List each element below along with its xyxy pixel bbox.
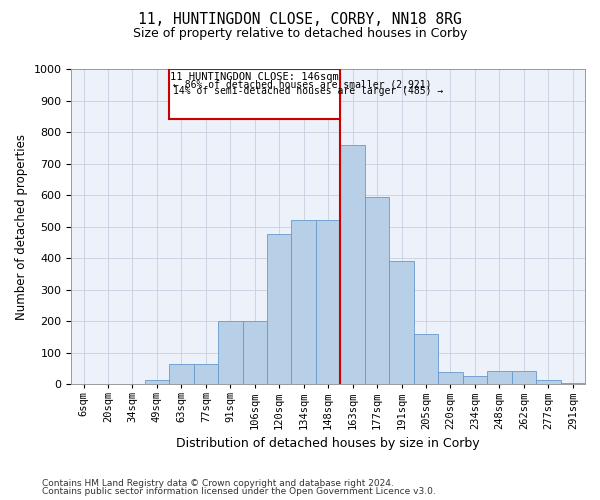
Bar: [389, 262, 414, 384]
Text: Contains public sector information licensed under the Open Government Licence v3: Contains public sector information licen…: [42, 488, 436, 496]
Bar: [292, 220, 316, 384]
Bar: [487, 371, 512, 384]
Text: Size of property relative to detached houses in Corby: Size of property relative to detached ho…: [133, 28, 467, 40]
Text: ← 86% of detached houses are smaller (2,921): ← 86% of detached houses are smaller (2,…: [173, 79, 431, 89]
Text: 14% of semi-detached houses are larger (485) →: 14% of semi-detached houses are larger (…: [173, 86, 443, 97]
Text: 11, HUNTINGDON CLOSE, CORBY, NN18 8RG: 11, HUNTINGDON CLOSE, CORBY, NN18 8RG: [138, 12, 462, 28]
Bar: [560, 382, 585, 384]
Bar: [169, 69, 340, 119]
Text: 11 HUNTINGDON CLOSE: 146sqm: 11 HUNTINGDON CLOSE: 146sqm: [170, 72, 339, 82]
Y-axis label: Number of detached properties: Number of detached properties: [15, 134, 28, 320]
Bar: [463, 376, 487, 384]
X-axis label: Distribution of detached houses by size in Corby: Distribution of detached houses by size …: [176, 437, 480, 450]
Bar: [438, 372, 463, 384]
Bar: [169, 364, 194, 384]
Bar: [414, 334, 438, 384]
Bar: [145, 380, 169, 384]
Bar: [536, 380, 560, 384]
Text: Contains HM Land Registry data © Crown copyright and database right 2024.: Contains HM Land Registry data © Crown c…: [42, 478, 394, 488]
Bar: [365, 196, 389, 384]
Bar: [267, 234, 292, 384]
Bar: [218, 321, 242, 384]
Bar: [340, 144, 365, 384]
Bar: [242, 321, 267, 384]
Bar: [316, 220, 340, 384]
Bar: [512, 371, 536, 384]
Bar: [194, 364, 218, 384]
